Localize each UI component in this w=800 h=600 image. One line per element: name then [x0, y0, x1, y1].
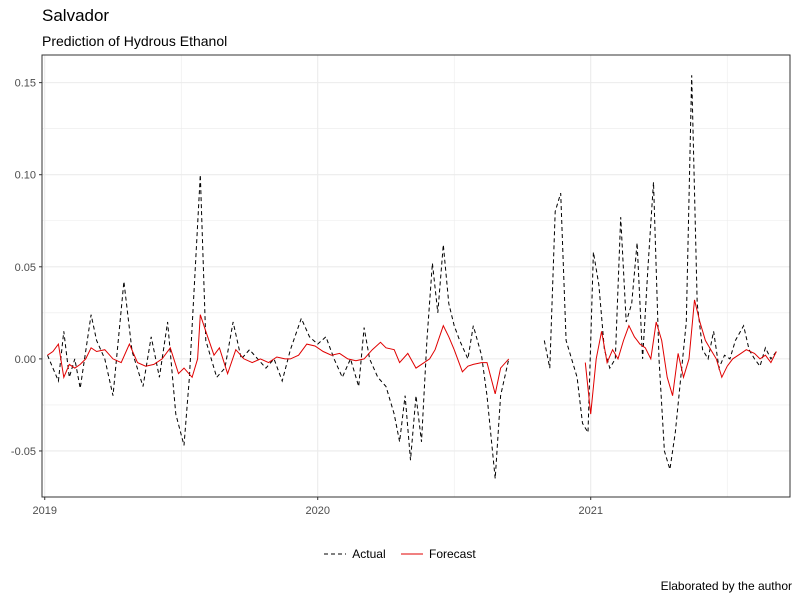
x-tick-label: 2020 [305, 505, 329, 517]
y-tick-label: 0.05 [15, 262, 36, 274]
x-tick-label: 2021 [578, 505, 602, 517]
legend: Actual Forecast [0, 547, 800, 562]
chart-caption: Elaborated by the author [660, 579, 792, 593]
legend-item-forecast: Forecast [401, 547, 476, 561]
series-line-forecast-2 [47, 314, 510, 395]
chart-title: Salvador [42, 6, 110, 25]
x-tick-label: 2019 [32, 505, 56, 517]
series-line-forecast-3 [584, 299, 777, 415]
legend-key-actual [324, 553, 347, 555]
chart-subtitle: Prediction of Hydrous Ethanol [42, 33, 228, 49]
panel-border [41, 54, 791, 498]
y-tick-label: 0.00 [15, 354, 36, 366]
legend-key-forecast [401, 553, 423, 555]
series-line-actual-0 [47, 174, 510, 479]
legend-label-actual: Actual [352, 547, 386, 561]
legend-item-actual: Actual [324, 547, 386, 561]
y-tick-label: 0.10 [15, 170, 36, 182]
y-tick-label: -0.05 [11, 446, 36, 458]
y-tick-label: 0.15 [15, 78, 36, 90]
legend-label-forecast: Forecast [429, 547, 476, 561]
series-line-actual-1 [543, 75, 777, 470]
